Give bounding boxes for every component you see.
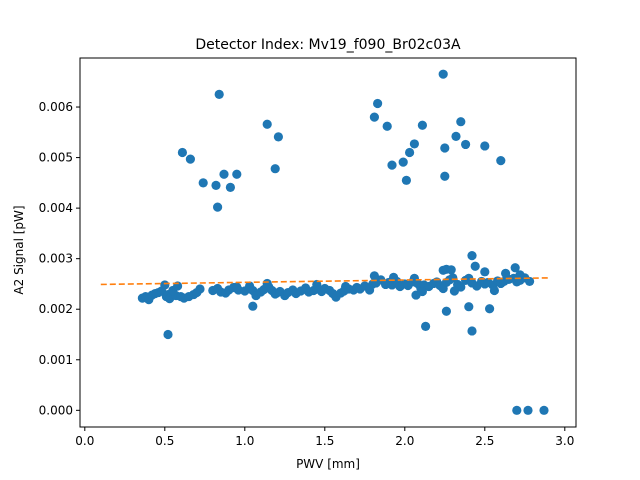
- data-point: [417, 120, 427, 130]
- x-tick-label: 3.0: [555, 434, 574, 448]
- x-tick-label: 0.5: [155, 434, 174, 448]
- data-point: [480, 267, 490, 277]
- y-tick-label: 0.001: [39, 353, 73, 367]
- y-tick-label: 0.006: [39, 100, 73, 114]
- data-point: [461, 139, 471, 150]
- y-tick-label: 0.005: [39, 151, 73, 165]
- data-point: [213, 202, 223, 212]
- x-tick-label: 2.5: [475, 434, 494, 448]
- data-point: [369, 112, 379, 122]
- data-point: [496, 156, 506, 166]
- x-axis-label: PWV [mm]: [296, 457, 360, 471]
- x-tick-label: 1.5: [315, 434, 334, 448]
- data-point: [421, 321, 431, 332]
- data-point: [398, 157, 408, 167]
- data-point: [185, 154, 195, 164]
- data-point: [262, 278, 272, 289]
- data-point: [464, 302, 474, 312]
- data-point: [510, 263, 520, 273]
- y-tick-label: 0.003: [39, 252, 73, 266]
- data-point: [373, 98, 383, 109]
- x-tick-label: 0.0: [75, 434, 94, 448]
- data-point: [448, 273, 458, 283]
- data-point: [198, 178, 208, 188]
- y-axis-label: A2 Signal [pW]: [12, 205, 26, 294]
- data-point: [409, 139, 419, 149]
- data-point: [401, 175, 411, 185]
- data-point: [446, 265, 456, 275]
- data-point: [270, 164, 280, 174]
- x-tick-label: 1.0: [235, 434, 254, 448]
- fit-line: [100, 277, 549, 286]
- data-point: [467, 326, 477, 336]
- y-tick-label: 0.004: [39, 201, 73, 215]
- data-point: [232, 169, 242, 179]
- data-point: [440, 171, 450, 181]
- data-point: [341, 281, 351, 292]
- data-point: [515, 270, 525, 280]
- data-point: [369, 271, 379, 281]
- data-point: [211, 180, 221, 190]
- data-point: [512, 405, 522, 415]
- data-point: [195, 284, 205, 294]
- data-point: [449, 286, 459, 296]
- data-point: [273, 132, 283, 142]
- data-point: [539, 405, 549, 415]
- data-point: [485, 304, 495, 314]
- data-point: [441, 306, 451, 316]
- data-point: [262, 119, 272, 129]
- data-point: [225, 182, 235, 193]
- data-point: [248, 301, 258, 311]
- data-point: [387, 160, 397, 170]
- data-point: [525, 276, 535, 287]
- data-point: [219, 169, 229, 179]
- data-point: [382, 121, 392, 131]
- data-point: [523, 405, 533, 415]
- y-tick-label: 0.000: [39, 403, 73, 417]
- x-tick-label: 2.0: [395, 434, 414, 448]
- data-point: [467, 251, 477, 261]
- data-point: [440, 143, 450, 153]
- data-point: [232, 282, 242, 292]
- data-point: [451, 131, 461, 141]
- data-point: [470, 261, 480, 271]
- data-point: [501, 268, 511, 278]
- data-point: [312, 279, 322, 290]
- data-point: [405, 147, 415, 158]
- data-point: [177, 147, 187, 158]
- y-tick-label: 0.002: [39, 302, 73, 316]
- data-point: [214, 89, 224, 99]
- data-point: [163, 329, 173, 340]
- axes-frame: [79, 57, 577, 428]
- data-point: [438, 69, 448, 79]
- data-point: [480, 141, 490, 151]
- data-point: [489, 285, 499, 296]
- data-point: [456, 117, 466, 127]
- data-point: [417, 286, 427, 297]
- data-point: [409, 273, 419, 283]
- data-point: [160, 280, 170, 290]
- chart-title: Detector Index: Mv19_f090_Br02c03A: [195, 37, 461, 53]
